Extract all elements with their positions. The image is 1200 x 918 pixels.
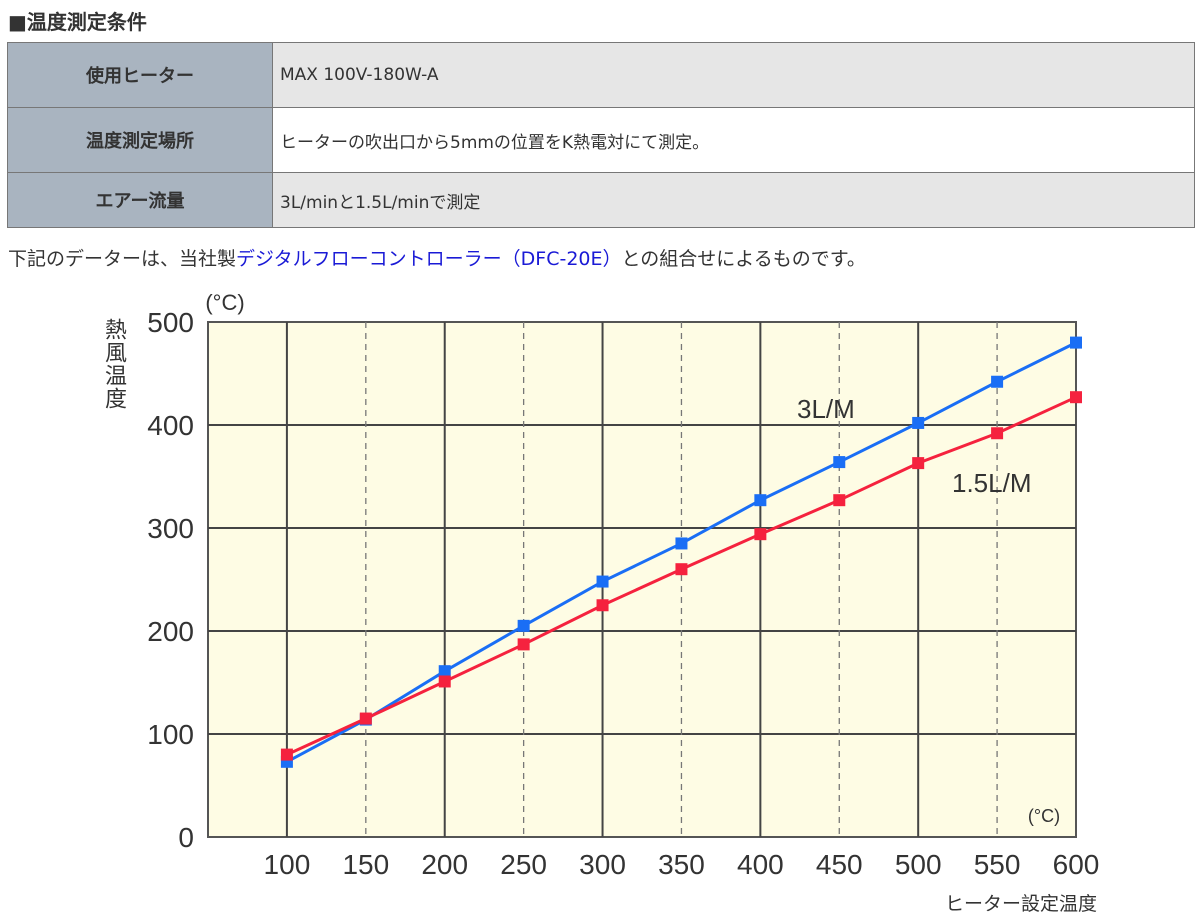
row-label: エアー流量 [7, 172, 273, 228]
x-tick-label: 350 [658, 849, 705, 880]
data-point [1070, 391, 1082, 404]
data-point [517, 638, 530, 651]
y-tick-label: 400 [147, 410, 194, 441]
data-point [912, 416, 925, 429]
x-tick-label: 250 [500, 849, 547, 880]
data-point [833, 494, 846, 507]
x-tick-label: 150 [342, 849, 389, 880]
data-point [596, 599, 609, 612]
x-tick-label: 400 [737, 849, 784, 880]
table-row: エアー流量 3L/minと1.5L/minで測定 [7, 172, 1195, 228]
data-point [754, 494, 767, 507]
data-point [754, 528, 767, 541]
x-tick-label: 600 [1053, 849, 1100, 880]
data-point [991, 427, 1004, 440]
product-link[interactable]: デジタルフローコントローラー（DFC-20E） [236, 248, 622, 270]
data-point [675, 563, 688, 576]
data-point [438, 675, 451, 688]
data-point [517, 619, 530, 632]
data-point [833, 456, 846, 469]
conditions-table: 使用ヒーター MAX 100V-180W-A 温度測定場所 ヒーターの吹出口から5m… [7, 42, 1195, 228]
x-tick-label: 200 [421, 849, 468, 880]
note-text-after: との組合せによるものです。 [621, 248, 866, 270]
series-label: 3L/M [797, 394, 855, 424]
row-value: MAX 100V-180W-A [272, 42, 1195, 108]
series-label: 1.5L/M [952, 468, 1032, 498]
data-point [675, 537, 688, 550]
data-point [596, 575, 609, 588]
x-tick-label: 550 [974, 849, 1021, 880]
plot-area [207, 321, 1077, 838]
table-row: 温度測定場所 ヒーターの吹出口から5mmの位置をK熱電対にて測定。 [7, 107, 1195, 173]
y-tick-label: 300 [147, 513, 194, 544]
data-point [912, 457, 925, 470]
note: 下記のデーターは、当社製デジタルフローコントローラー（DFC-20E）との組合せ… [8, 244, 866, 271]
x-tick-label: 100 [264, 849, 311, 880]
y-tick-label: 0 [178, 822, 194, 853]
note-text: 下記のデーターは、当社製 [8, 248, 237, 270]
x-axis-label: ヒーター設定温度 [945, 893, 1097, 915]
table-row: 使用ヒーター MAX 100V-180W-A [7, 42, 1195, 108]
x-tick-label: 500 [895, 849, 942, 880]
y-tick-label: 500 [147, 307, 194, 338]
row-label: 温度測定場所 [7, 107, 273, 173]
x-tick-label: 450 [816, 849, 863, 880]
x-unit: (°C) [1028, 806, 1060, 826]
data-point [359, 712, 372, 725]
data-point [438, 665, 451, 678]
data-point [991, 375, 1004, 388]
row-value: ヒーターの吹出口から5mmの位置をK熱電対にて測定。 [272, 107, 1195, 173]
row-label: 使用ヒーター [7, 42, 273, 108]
row-value: 3L/minと1.5L/minで測定 [272, 172, 1195, 228]
y-unit: (°C) [205, 290, 244, 315]
data-point [1070, 336, 1082, 349]
data-point [280, 748, 293, 761]
x-tick-label: 300 [579, 849, 626, 880]
y-tick-label: 100 [147, 719, 194, 750]
y-tick-label: 200 [147, 616, 194, 647]
y-axis-label: 熱風温度 [101, 318, 126, 410]
section-title: ■温度測定条件 [8, 10, 147, 34]
